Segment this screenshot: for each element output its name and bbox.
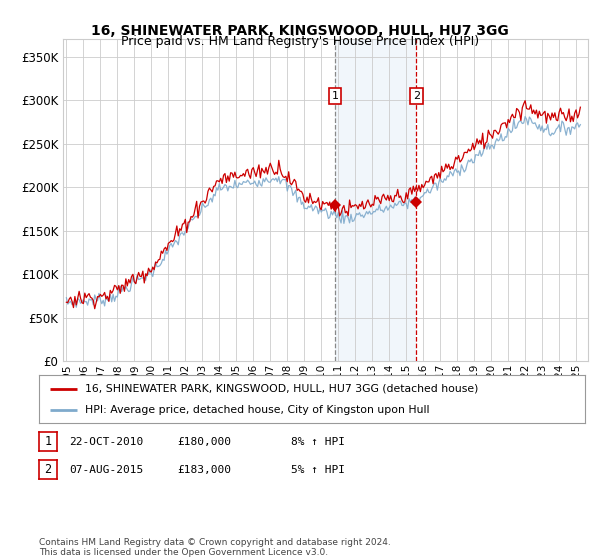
Text: 2: 2 xyxy=(44,463,52,476)
Text: 5% ↑ HPI: 5% ↑ HPI xyxy=(291,465,345,475)
Text: 22-OCT-2010: 22-OCT-2010 xyxy=(69,437,143,447)
Text: 16, SHINEWATER PARK, KINGSWOOD, HULL, HU7 3GG (detached house): 16, SHINEWATER PARK, KINGSWOOD, HULL, HU… xyxy=(85,384,479,394)
Text: 8% ↑ HPI: 8% ↑ HPI xyxy=(291,437,345,447)
Text: Contains HM Land Registry data © Crown copyright and database right 2024.
This d: Contains HM Land Registry data © Crown c… xyxy=(39,538,391,557)
Text: 07-AUG-2015: 07-AUG-2015 xyxy=(69,465,143,475)
Text: 1: 1 xyxy=(44,435,52,448)
Text: £180,000: £180,000 xyxy=(177,437,231,447)
Text: 2: 2 xyxy=(413,91,420,101)
Bar xyxy=(335,39,416,361)
Text: 16, SHINEWATER PARK, KINGSWOOD, HULL, HU7 3GG: 16, SHINEWATER PARK, KINGSWOOD, HULL, HU… xyxy=(91,24,509,38)
Text: HPI: Average price, detached house, City of Kingston upon Hull: HPI: Average price, detached house, City… xyxy=(85,405,430,415)
Text: Price paid vs. HM Land Registry's House Price Index (HPI): Price paid vs. HM Land Registry's House … xyxy=(121,35,479,48)
Text: £183,000: £183,000 xyxy=(177,465,231,475)
Text: 1: 1 xyxy=(332,91,338,101)
